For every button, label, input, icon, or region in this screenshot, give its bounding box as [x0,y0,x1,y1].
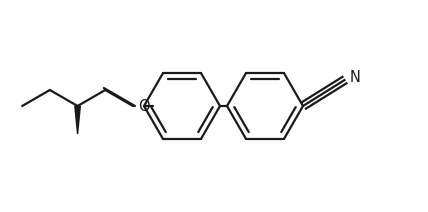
Text: N: N [349,70,360,85]
Polygon shape [75,106,80,134]
Text: O: O [138,99,150,113]
